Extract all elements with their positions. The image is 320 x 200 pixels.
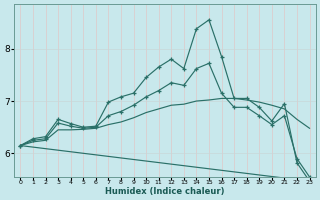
X-axis label: Humidex (Indice chaleur): Humidex (Indice chaleur) <box>105 187 225 196</box>
